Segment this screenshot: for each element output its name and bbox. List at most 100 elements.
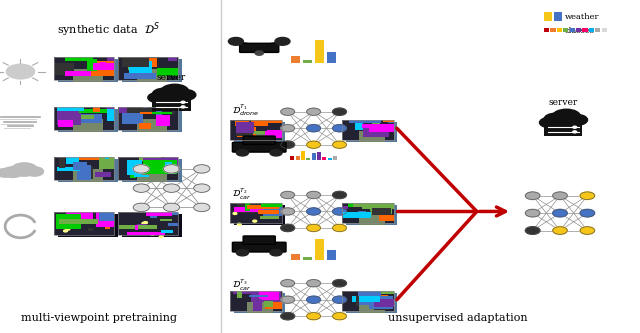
Circle shape <box>233 212 237 214</box>
FancyBboxPatch shape <box>100 62 111 66</box>
FancyBboxPatch shape <box>301 151 305 160</box>
FancyBboxPatch shape <box>249 295 268 297</box>
FancyBboxPatch shape <box>87 59 97 71</box>
FancyBboxPatch shape <box>65 57 93 61</box>
FancyBboxPatch shape <box>261 203 282 207</box>
FancyBboxPatch shape <box>233 291 259 293</box>
FancyBboxPatch shape <box>230 203 282 223</box>
FancyBboxPatch shape <box>333 156 337 160</box>
Circle shape <box>163 165 180 173</box>
FancyBboxPatch shape <box>137 70 167 82</box>
Circle shape <box>275 37 290 45</box>
FancyBboxPatch shape <box>343 206 348 208</box>
FancyBboxPatch shape <box>237 291 242 298</box>
FancyBboxPatch shape <box>73 70 103 82</box>
FancyBboxPatch shape <box>358 291 388 294</box>
FancyBboxPatch shape <box>130 169 136 178</box>
Circle shape <box>307 125 321 132</box>
FancyBboxPatch shape <box>317 152 321 160</box>
FancyBboxPatch shape <box>150 212 157 218</box>
FancyBboxPatch shape <box>88 228 93 231</box>
FancyBboxPatch shape <box>349 120 381 123</box>
FancyBboxPatch shape <box>118 212 178 235</box>
FancyBboxPatch shape <box>372 208 391 215</box>
FancyBboxPatch shape <box>58 120 73 127</box>
FancyBboxPatch shape <box>260 216 279 219</box>
Circle shape <box>278 209 282 211</box>
Circle shape <box>237 223 241 225</box>
FancyBboxPatch shape <box>54 63 74 75</box>
FancyBboxPatch shape <box>362 124 389 138</box>
FancyBboxPatch shape <box>589 28 594 32</box>
FancyBboxPatch shape <box>346 205 397 225</box>
FancyBboxPatch shape <box>96 65 114 68</box>
Circle shape <box>250 205 254 207</box>
FancyBboxPatch shape <box>359 131 385 142</box>
Circle shape <box>553 209 567 217</box>
FancyBboxPatch shape <box>363 124 372 133</box>
Circle shape <box>0 168 13 177</box>
FancyBboxPatch shape <box>358 291 381 305</box>
Circle shape <box>580 227 595 234</box>
FancyBboxPatch shape <box>106 62 114 73</box>
FancyBboxPatch shape <box>164 157 178 168</box>
FancyBboxPatch shape <box>234 293 285 313</box>
Circle shape <box>159 235 163 237</box>
Circle shape <box>142 222 146 224</box>
FancyBboxPatch shape <box>388 120 394 123</box>
FancyBboxPatch shape <box>161 219 172 221</box>
FancyBboxPatch shape <box>143 159 172 172</box>
FancyBboxPatch shape <box>157 68 178 76</box>
FancyBboxPatch shape <box>359 302 385 313</box>
FancyBboxPatch shape <box>237 203 260 213</box>
FancyBboxPatch shape <box>122 214 182 237</box>
FancyBboxPatch shape <box>369 296 393 309</box>
FancyBboxPatch shape <box>236 122 254 133</box>
FancyBboxPatch shape <box>127 231 165 235</box>
FancyBboxPatch shape <box>570 28 575 32</box>
FancyBboxPatch shape <box>342 203 394 223</box>
Circle shape <box>333 108 346 115</box>
FancyBboxPatch shape <box>355 120 363 130</box>
FancyBboxPatch shape <box>383 120 394 122</box>
FancyBboxPatch shape <box>99 157 114 169</box>
FancyBboxPatch shape <box>77 165 92 180</box>
FancyBboxPatch shape <box>358 211 381 213</box>
Circle shape <box>552 109 580 124</box>
FancyBboxPatch shape <box>274 291 282 303</box>
Circle shape <box>525 227 540 234</box>
FancyBboxPatch shape <box>143 160 177 174</box>
Text: classes: classes <box>565 27 595 35</box>
Circle shape <box>281 141 294 148</box>
Circle shape <box>152 88 175 100</box>
Circle shape <box>333 224 346 231</box>
FancyBboxPatch shape <box>54 212 114 235</box>
Circle shape <box>143 222 147 224</box>
FancyBboxPatch shape <box>362 203 394 209</box>
FancyBboxPatch shape <box>245 203 250 211</box>
FancyBboxPatch shape <box>124 108 152 113</box>
Text: synthetic data  $\mathcal{D}^S$: synthetic data $\mathcal{D}^S$ <box>58 20 160 39</box>
Circle shape <box>228 37 243 45</box>
FancyBboxPatch shape <box>239 131 265 134</box>
FancyBboxPatch shape <box>93 107 100 112</box>
FancyBboxPatch shape <box>54 107 114 130</box>
Circle shape <box>163 184 180 192</box>
FancyBboxPatch shape <box>140 112 152 115</box>
Circle shape <box>281 224 294 231</box>
Circle shape <box>567 115 588 125</box>
Text: $\mathcal{D}^{T_2}_{car}$: $\mathcal{D}^{T_2}_{car}$ <box>232 186 252 202</box>
Circle shape <box>333 141 346 148</box>
FancyBboxPatch shape <box>374 299 394 307</box>
FancyBboxPatch shape <box>291 254 300 260</box>
FancyBboxPatch shape <box>137 169 167 182</box>
FancyBboxPatch shape <box>91 61 114 76</box>
FancyBboxPatch shape <box>139 123 152 129</box>
FancyBboxPatch shape <box>79 110 114 113</box>
FancyBboxPatch shape <box>166 162 172 171</box>
FancyBboxPatch shape <box>236 121 268 126</box>
FancyBboxPatch shape <box>93 63 114 70</box>
Circle shape <box>236 150 248 156</box>
Circle shape <box>194 184 210 192</box>
FancyBboxPatch shape <box>544 28 549 32</box>
